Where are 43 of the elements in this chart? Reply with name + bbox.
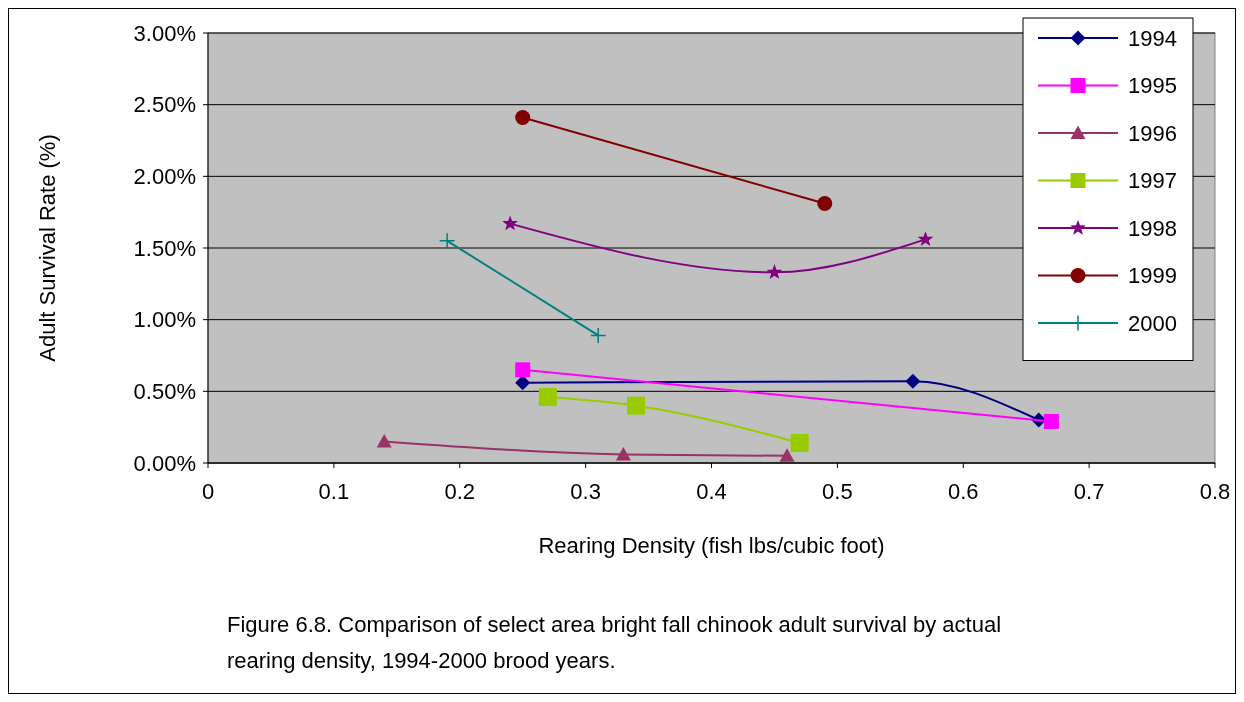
point [626,396,645,415]
point [515,375,531,391]
x-tick-label: 0.5 [822,479,853,504]
x-tick-label: 0.4 [696,479,727,504]
x-tick-label: 0.3 [570,479,601,504]
y-tick-label: 2.50% [133,92,196,118]
y-tick-label: 2.00% [133,164,196,190]
x-tick-label: 0.7 [1073,479,1105,504]
x-tick-label: 0.2 [444,479,476,504]
legend-label: 1994 [1128,25,1177,51]
x-axis-title: Rearing Density (fish lbs/cubic foot) [538,533,885,558]
x-tick-label: 0.6 [947,479,979,504]
legend-label: 1999 [1128,263,1177,289]
y-tick-label: 0.00% [133,450,196,476]
point [589,327,607,344]
x-tick-label: 0 [201,479,215,504]
point [515,110,531,126]
legend-label: 2000 [1128,310,1177,336]
point [615,446,631,461]
point [1043,413,1059,429]
y-tick-label: 0.50% [133,379,196,405]
point [502,215,518,231]
x-tick-label: 0.8 [1199,479,1231,504]
point [515,362,531,378]
legend-label: 1998 [1128,215,1177,241]
point [438,232,456,250]
y-tick-label: 3.00% [133,20,196,46]
point [538,388,557,407]
legend-label: 1995 [1128,73,1177,99]
point [817,196,833,212]
legend-label: 1997 [1128,168,1177,194]
y-tick-label: 1.50% [133,235,196,261]
point [779,448,795,462]
point [917,231,934,247]
point [376,434,392,448]
point [905,373,921,389]
legend-label: 1996 [1128,120,1177,146]
caption: Figure 6.8. Comparison of select area bright fall chinook adult survival by actual rearing density, 1994-2000 brood years. [227,612,1002,673]
y-axis-title: Adult Survival Rate (%) [35,134,60,362]
point [790,433,809,452]
point [766,264,783,280]
x-tick-label: 0.1 [318,479,350,504]
y-tick-label: 1.00% [133,307,196,333]
